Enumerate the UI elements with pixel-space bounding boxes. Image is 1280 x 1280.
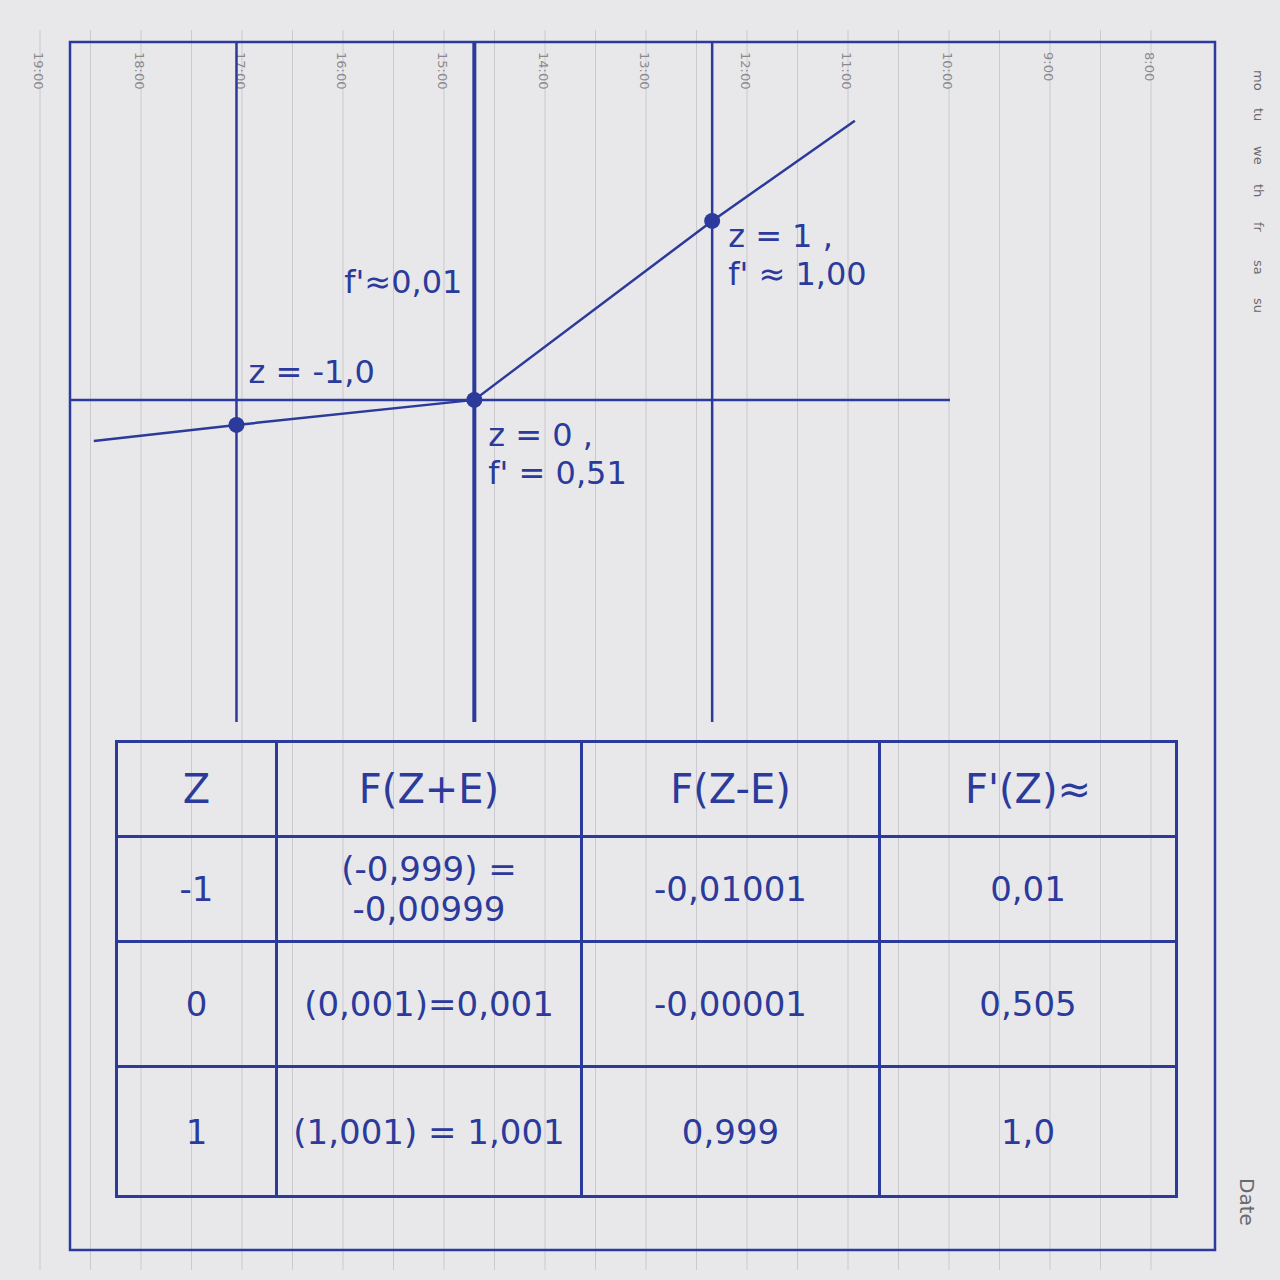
html-text:(1,001) = 1,001: (1,001) = 1,001 bbox=[293, 1111, 565, 1152]
html-text:0,999: 0,999 bbox=[681, 1111, 780, 1152]
svg-text:sa: sa bbox=[1251, 260, 1266, 275]
html-text:1,0: 1,0 bbox=[1001, 1111, 1055, 1152]
html-text:F'(Z)≈: F'(Z)≈ bbox=[964, 766, 1092, 812]
svg-text:13:00: 13:00 bbox=[637, 52, 652, 89]
html-text:0,01: 0,01 bbox=[990, 869, 1066, 909]
html-text:0: 0 bbox=[185, 984, 208, 1024]
html-text:0,505: 0,505 bbox=[979, 984, 1077, 1024]
svg-text:Date: Date bbox=[1235, 1178, 1259, 1226]
svg-text:we: we bbox=[1251, 146, 1266, 165]
html-text:-0,01001: -0,01001 bbox=[654, 869, 807, 909]
svg-text:tu: tu bbox=[1251, 108, 1266, 121]
html-text:F(Z+E): F(Z+E) bbox=[358, 766, 500, 812]
svg-text:19:00: 19:00 bbox=[31, 52, 46, 89]
html-text:F(Z-E): F(Z-E) bbox=[670, 766, 791, 812]
svg-text:9:00: 9:00 bbox=[1041, 52, 1056, 81]
svg-text:z = 0 ,f' = 0,51: z = 0 ,f' = 0,51 bbox=[488, 416, 626, 492]
svg-text:15:00: 15:00 bbox=[435, 52, 450, 89]
svg-text:fr: fr bbox=[1251, 222, 1266, 233]
html-text:Z: Z bbox=[182, 766, 211, 812]
svg-text:17:00: 17:00 bbox=[233, 52, 248, 90]
svg-text:16:00: 16:00 bbox=[334, 52, 349, 89]
svg-text:mo: mo bbox=[1251, 70, 1266, 91]
html-text:(-0,999) = -0,00999: (-0,999) = -0,00999 bbox=[341, 849, 517, 929]
svg-text:10:00: 10:00 bbox=[940, 52, 955, 89]
html-text:(0,001)=0,001: (0,001)=0,001 bbox=[304, 984, 554, 1024]
svg-text:z = 1 ,f' ≈ 1,00: z = 1 ,f' ≈ 1,00 bbox=[728, 217, 866, 293]
svg-text:14:00: 14:00 bbox=[536, 52, 551, 89]
svg-text:th: th bbox=[1251, 184, 1266, 197]
svg-text:18:00: 18:00 bbox=[132, 52, 147, 89]
html-text:-0,00001: -0,00001 bbox=[654, 984, 807, 1024]
html-text:1: 1 bbox=[185, 1111, 208, 1152]
svg-text:z = -1,0: z = -1,0 bbox=[248, 353, 374, 391]
html-text:-1: -1 bbox=[179, 869, 214, 909]
svg-text:8:00: 8:00 bbox=[1142, 52, 1157, 81]
svg-text:12:00: 12:00 bbox=[738, 52, 753, 89]
svg-text:11:00: 11:00 bbox=[839, 52, 854, 89]
svg-text:su: su bbox=[1251, 298, 1266, 313]
svg-text:f'≈0,01: f'≈0,01 bbox=[344, 263, 462, 301]
